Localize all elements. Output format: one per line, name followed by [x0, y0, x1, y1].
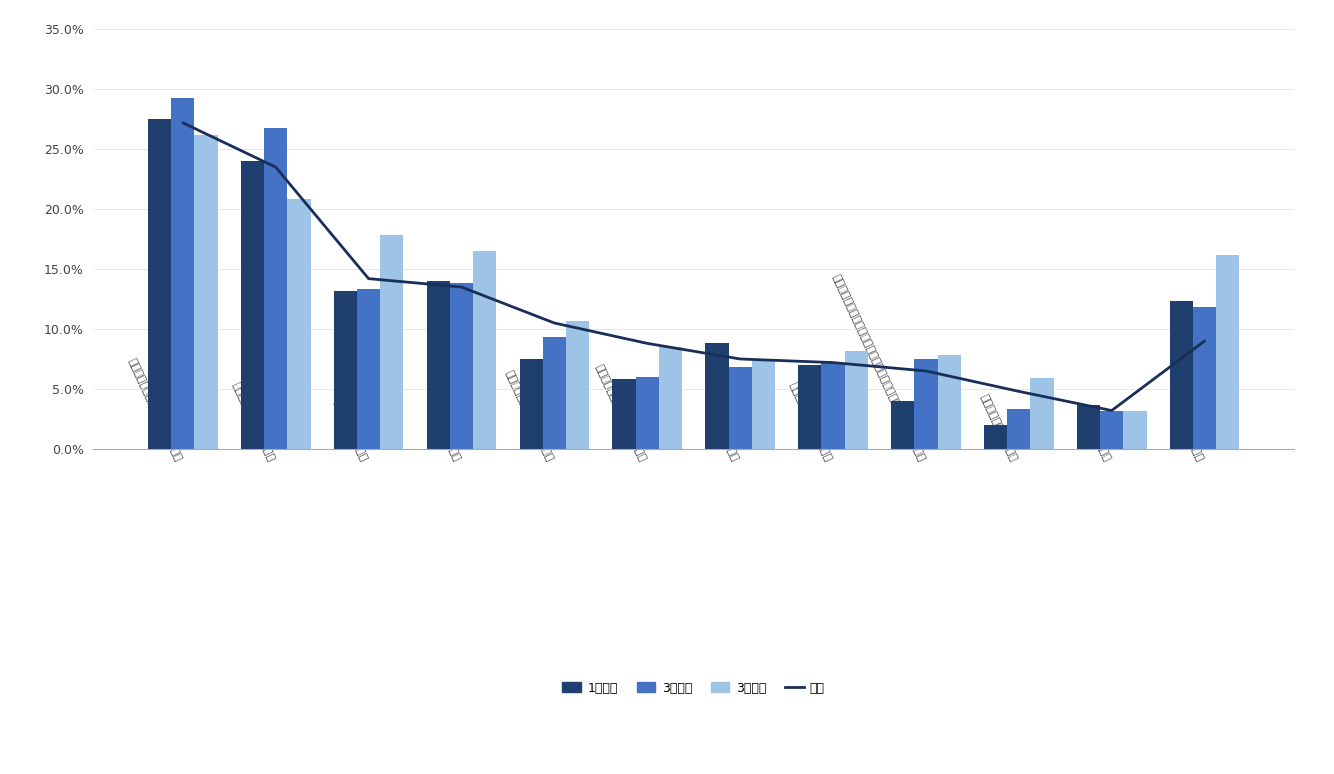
Bar [264, 128, 287, 449]
Bar [358, 289, 380, 449]
Bar [519, 359, 543, 449]
Bar [706, 344, 728, 449]
Bar [427, 281, 450, 449]
全体 [454, 283, 470, 292]
全体 [268, 163, 284, 172]
Bar [635, 377, 659, 449]
Bar [195, 135, 217, 449]
Bar [1123, 410, 1146, 449]
全体 [547, 318, 563, 327]
Bar [1007, 409, 1030, 449]
全体 [1103, 406, 1119, 415]
全体 [1197, 337, 1213, 346]
全体 [732, 354, 748, 364]
Bar [844, 351, 868, 449]
全体 [360, 274, 376, 283]
全体 [175, 118, 191, 128]
Bar [612, 379, 635, 449]
Bar [728, 368, 752, 449]
Bar [752, 361, 775, 449]
Bar [891, 401, 914, 449]
Bar [474, 251, 496, 449]
Bar [822, 362, 844, 449]
Bar [380, 235, 403, 449]
Bar [543, 337, 566, 449]
Bar [334, 290, 358, 449]
Bar [566, 320, 590, 449]
Bar [148, 119, 171, 449]
Bar [171, 98, 195, 449]
全体 [918, 366, 934, 375]
Bar [938, 355, 960, 449]
Bar [1077, 405, 1101, 449]
Bar [1101, 410, 1123, 449]
Bar [798, 365, 822, 449]
Bar [984, 425, 1007, 449]
Bar [450, 283, 474, 449]
Bar [1170, 301, 1193, 449]
Bar [659, 347, 682, 449]
全体 [639, 339, 655, 348]
全体 [824, 358, 840, 367]
全体 [1011, 387, 1027, 396]
Bar [1030, 378, 1054, 449]
Line: 全体: 全体 [183, 123, 1205, 410]
Bar [241, 161, 264, 449]
Bar [914, 359, 938, 449]
Bar [1217, 255, 1239, 449]
Bar [1193, 307, 1217, 449]
Bar [287, 200, 311, 449]
Legend: 1年未満, 3年未満, 3年以上, 全体: 1年未満, 3年未満, 3年以上, 全体 [558, 676, 830, 700]
